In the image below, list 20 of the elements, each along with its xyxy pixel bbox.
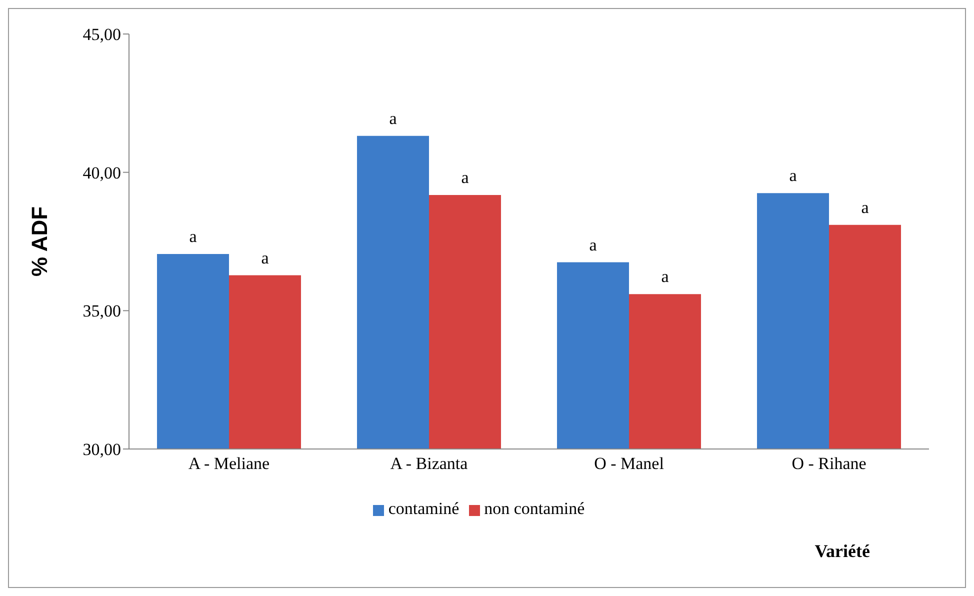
data-label: a: [789, 166, 798, 186]
y-tick-label: 30,00: [82, 440, 121, 460]
x-tick-label: A - Meliane: [188, 454, 270, 474]
y-tick-label: 35,00: [82, 302, 121, 321]
data-label: a: [661, 267, 670, 286]
y-tick-label: 40,00: [82, 163, 121, 182]
data-label: a: [261, 248, 270, 268]
legend-label: non contaminé: [484, 499, 585, 518]
x-tick-label: A - Bizanta: [390, 454, 468, 474]
x-axis-title: Variété: [814, 541, 870, 562]
x-tick-label: O - Rihane: [792, 454, 866, 474]
y-axis-title: % ADF: [26, 206, 52, 277]
data-label: a: [589, 235, 598, 254]
legend-label: contaminé: [388, 499, 460, 518]
data-label: a: [461, 168, 470, 188]
x-tick-label: O - Manel: [594, 454, 664, 474]
data-label: a: [189, 226, 198, 246]
y-tick-label: 45,00: [82, 25, 121, 44]
data-label: a: [389, 108, 398, 128]
data-label: a: [861, 198, 870, 217]
